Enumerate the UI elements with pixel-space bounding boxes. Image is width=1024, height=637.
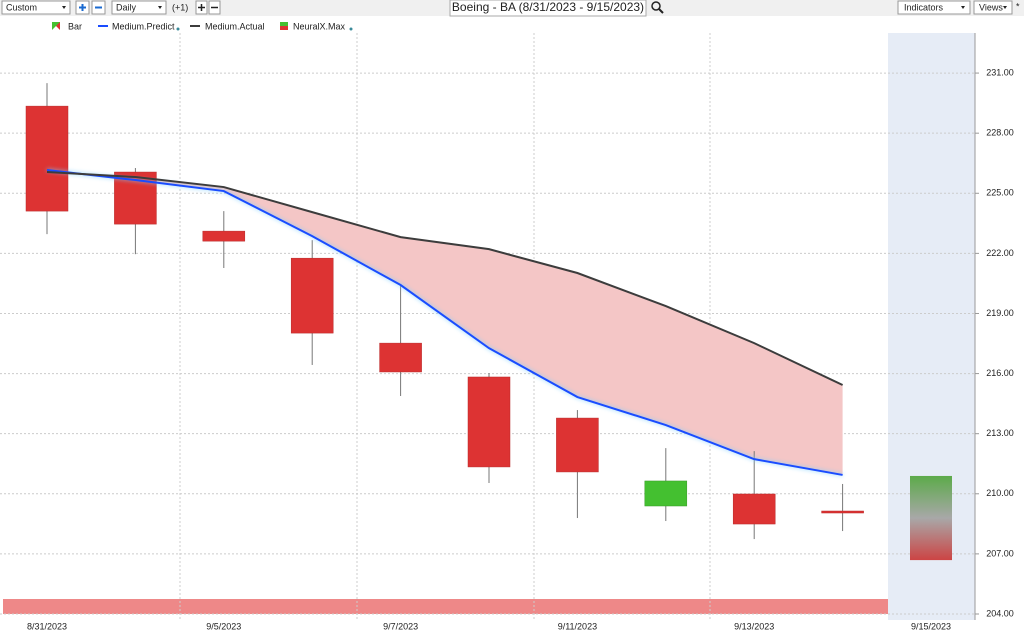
candle-body <box>379 342 422 373</box>
chart-title: Boeing - BA (8/31/2023 - 9/15/2023) <box>452 0 644 14</box>
interval-select[interactable] <box>111 0 167 15</box>
y-tick-label: 207.00 <box>986 548 1014 558</box>
y-tick-label: 225.00 <box>986 188 1014 198</box>
legend-dot <box>176 27 180 31</box>
indicators-select[interactable] <box>897 0 971 15</box>
range-label: Custom <box>6 2 37 12</box>
y-tick-label: 204.00 <box>986 608 1014 618</box>
series-line <box>46 169 843 476</box>
pin-label: * <box>1016 1 1020 11</box>
plus-icon <box>198 4 205 11</box>
legend-label: Bar <box>68 21 82 31</box>
x-tick-label: 9/13/2023 <box>734 621 774 631</box>
x-tick-label: 9/15/2023 <box>911 621 951 631</box>
y-tick-label: 210.00 <box>986 488 1014 498</box>
step-label: (+1) <box>172 2 188 12</box>
candle-body <box>290 257 334 334</box>
y-tick-label: 228.00 <box>986 128 1014 138</box>
legend-dot <box>349 27 353 31</box>
series-line <box>46 171 844 386</box>
legend-label: NeuralX.Max <box>293 21 346 31</box>
interval-label: Daily <box>116 2 137 12</box>
legend-icon <box>52 22 60 30</box>
signal-strip <box>3 599 888 614</box>
views-label: Views <box>979 2 1003 12</box>
x-tick-label: 9/5/2023 <box>206 621 241 631</box>
legend: Bar Medium.Predict Medium.Actual NeuralX… <box>52 21 353 31</box>
candle-body <box>732 493 776 525</box>
candle-body <box>25 105 69 212</box>
spread-area <box>47 170 843 475</box>
search-handle <box>658 8 664 14</box>
indicators-label: Indicators <box>904 2 944 12</box>
legend-label: Medium.Predict <box>112 21 175 31</box>
plus-icon <box>79 4 86 11</box>
views-select[interactable] <box>973 0 1013 15</box>
y-tick-label: 216.00 <box>986 368 1014 378</box>
candle-body <box>821 510 864 514</box>
dropdown-arrow <box>62 6 66 9</box>
dropdown-arrow <box>1003 6 1007 9</box>
x-tick-label: 9/11/2023 <box>558 621 597 631</box>
candle-body <box>556 417 599 473</box>
dropdown-arrow <box>961 6 965 9</box>
y-tick-label: 222.00 <box>986 248 1014 258</box>
legend-icon <box>280 22 288 26</box>
search-icon[interactable] <box>651 1 661 11</box>
legend-label: Medium.Actual <box>205 21 265 31</box>
dropdown-arrow <box>158 6 162 9</box>
candle-body <box>202 230 246 242</box>
y-tick-label: 231.00 <box>986 67 1014 77</box>
y-tick-label: 213.00 <box>986 428 1014 438</box>
range-select[interactable] <box>1 0 71 15</box>
x-tick-label: 9/7/2023 <box>383 621 418 631</box>
title-box[interactable] <box>449 0 647 17</box>
candle-body <box>644 480 688 507</box>
y-tick-label: 219.00 <box>986 308 1014 318</box>
legend-icon <box>280 26 288 30</box>
candle-body <box>467 376 511 468</box>
forecast-bar <box>910 475 952 561</box>
x-tick-label: 8/31/2023 <box>27 621 67 631</box>
